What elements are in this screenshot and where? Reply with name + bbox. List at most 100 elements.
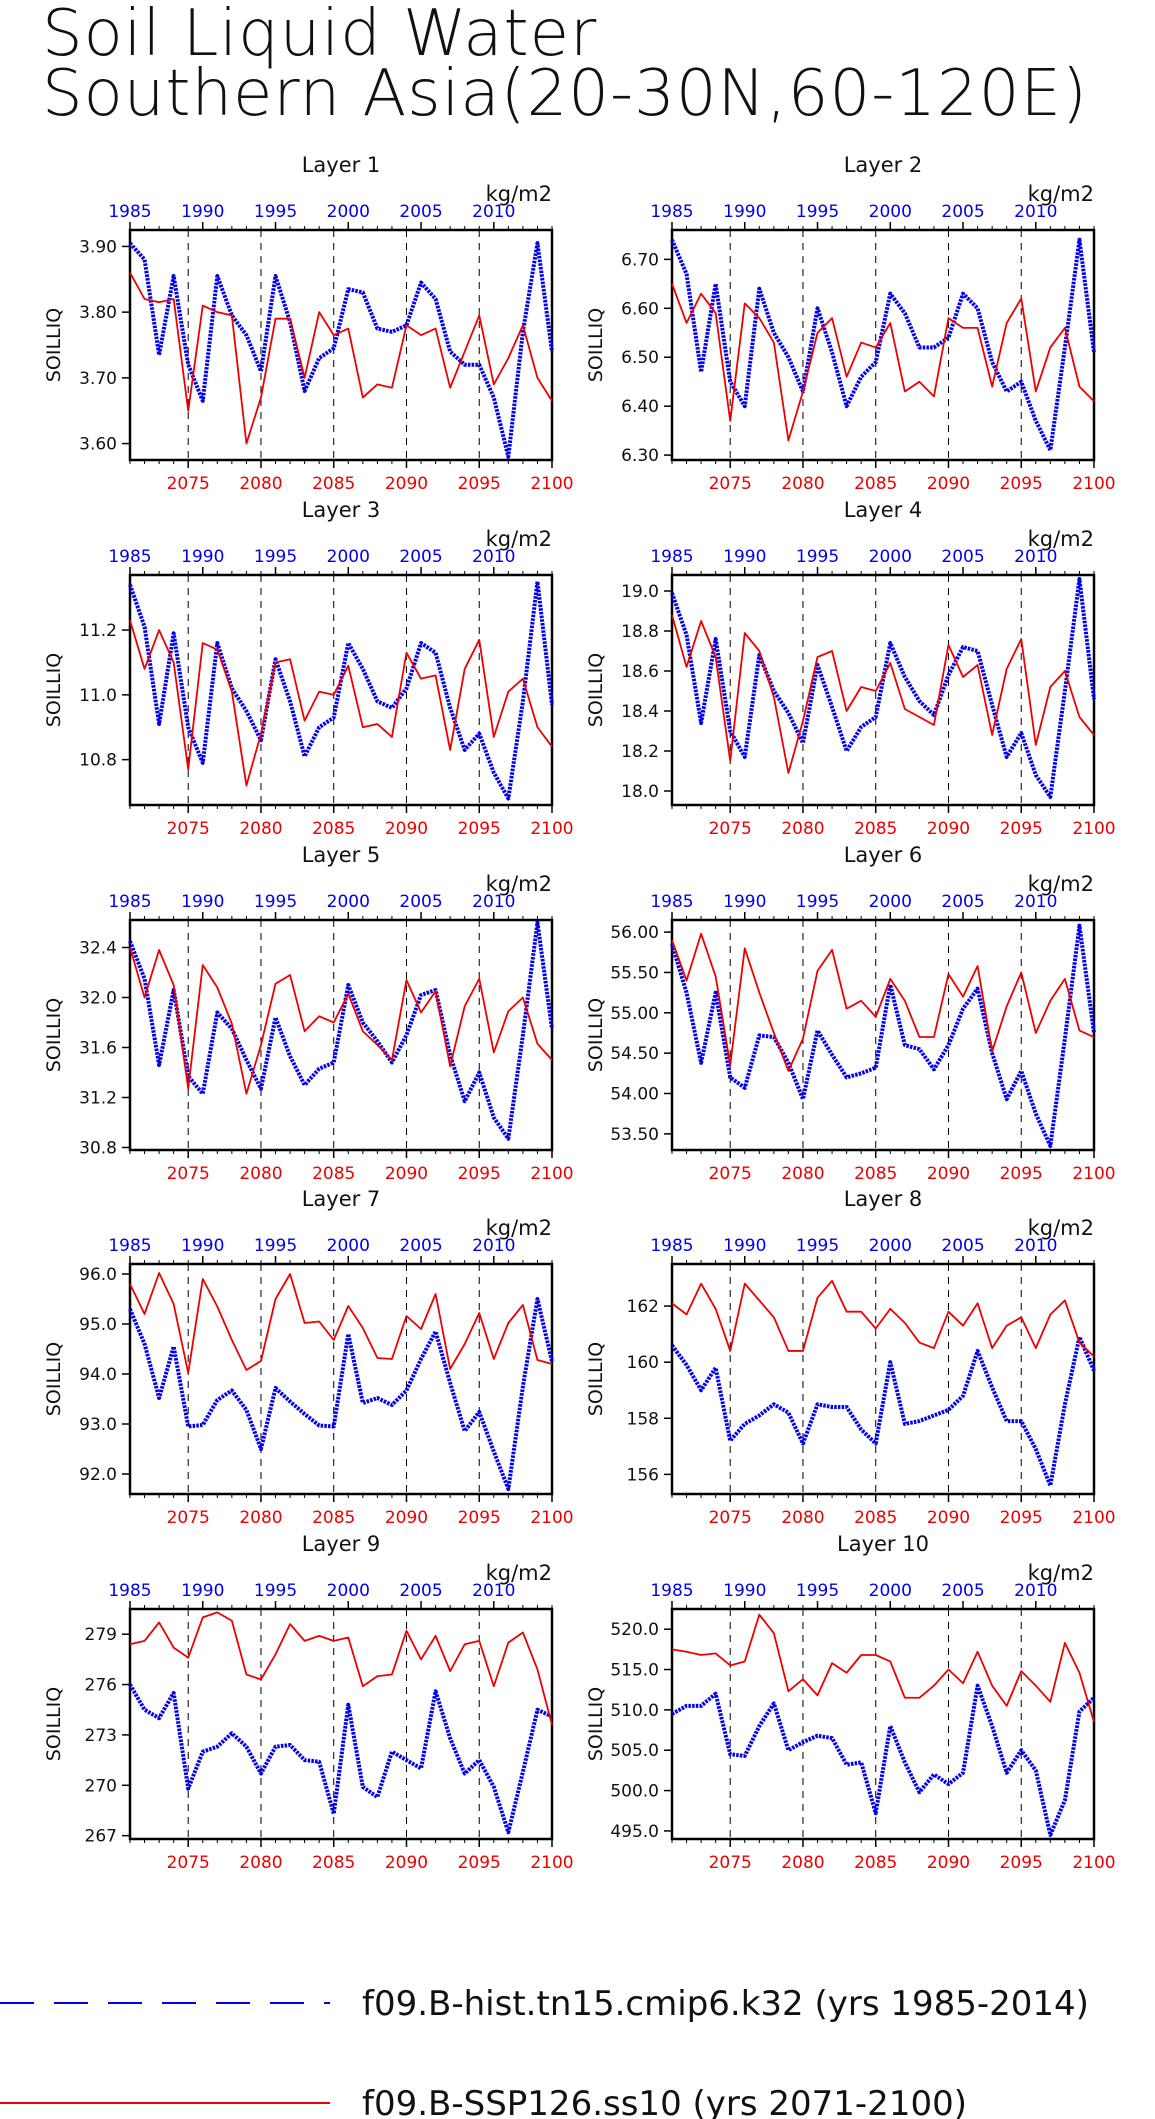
x-tick-label-bottom: 2080 <box>239 1508 282 1528</box>
x-tick-label-bottom: 2095 <box>458 1508 501 1528</box>
x-tick-label-bottom: 2080 <box>781 819 824 839</box>
x-tick-label-top: 2005 <box>941 1236 984 1256</box>
y-axis-label: SOILLIQ <box>585 653 607 727</box>
x-tick-label-bottom: 2075 <box>709 1508 752 1528</box>
panel-title: Layer 6 <box>844 843 923 867</box>
y-tick-label: 18.8 <box>621 622 659 642</box>
panel-layer-9: Layer 9 kg/m2 SOILLIQ 2075 2080 2085 2090 2095 2… <box>43 1532 574 1873</box>
x-tick-label-top: 1990 <box>723 202 766 222</box>
x-tick-label-top: 2010 <box>1014 1236 1057 1256</box>
x-tick-label-top: 1995 <box>254 1581 297 1601</box>
y-tick-label: 95.0 <box>79 1315 117 1335</box>
y-tick-label: 267 <box>85 1827 117 1847</box>
series-line-hist <box>128 241 554 459</box>
y-tick-label: 6.70 <box>621 250 659 270</box>
chart-title-line-2: Southern Asia(20-30N,60-120E) <box>42 57 1088 131</box>
units-label: kg/m2 <box>486 1561 552 1585</box>
x-tick-label-top: 1995 <box>254 892 297 912</box>
x-tick-label-bottom: 2075 <box>709 1164 752 1184</box>
x-tick-label-bottom: 2075 <box>709 819 752 839</box>
plot-frame <box>670 1607 1096 1841</box>
x-tick-label-bottom: 2085 <box>312 819 355 839</box>
x-tick-label-bottom: 2080 <box>239 1164 282 1184</box>
series-line-ssp <box>129 620 553 787</box>
series-line-ssp <box>671 932 1095 1072</box>
y-axis-label: SOILLIQ <box>43 1342 65 1416</box>
x-tick-label-bottom: 2080 <box>781 474 824 494</box>
y-tick-label: 6.40 <box>621 397 659 417</box>
x-tick-label-bottom: 2100 <box>530 819 573 839</box>
y-tick-label: 54.50 <box>610 1044 659 1064</box>
legend: f09.B-hist.tn15.cmip6.k32 (yrs 1985-2014… <box>0 1984 1089 2119</box>
x-tick-label-bottom: 2075 <box>709 1853 752 1873</box>
panel-layer-5: Layer 5 kg/m2 SOILLIQ 2075 2080 2085 2090 2095 2… <box>43 843 574 1184</box>
panel-title: Layer 9 <box>302 1532 381 1556</box>
series-line-ssp <box>129 947 553 1095</box>
x-tick-label-top: 1990 <box>723 892 766 912</box>
panel-layer-7: Layer 7 kg/m2 SOILLIQ 2075 2080 2085 2090 2095 2… <box>43 1187 574 1528</box>
x-tick-label-bottom: 2085 <box>854 1853 897 1873</box>
x-tick-label-top: 2010 <box>1014 1581 1057 1601</box>
panel-title: Layer 3 <box>302 498 381 522</box>
series-line-hist <box>128 1297 554 1491</box>
series-line-hist <box>128 1683 553 1835</box>
x-tick-label-bottom: 2100 <box>1072 1164 1115 1184</box>
y-tick-label: 30.8 <box>79 1139 117 1159</box>
x-tick-label-top: 1985 <box>108 892 151 912</box>
x-tick-label-bottom: 2100 <box>1072 474 1115 494</box>
legend-label-ssp: f09.B-SSP126.ss10 (yrs 2071-2100) <box>362 2084 967 2119</box>
series-line-ssp <box>671 1279 1095 1358</box>
y-tick-label: 94.0 <box>79 1365 117 1385</box>
y-axis-label: SOILLIQ <box>585 1342 607 1416</box>
panel-title: Layer 10 <box>837 1532 929 1556</box>
x-tick-label-top: 2000 <box>869 1236 912 1256</box>
x-tick-label-top: 1995 <box>796 892 839 912</box>
series-line-ssp <box>671 283 1095 442</box>
y-tick-label: 54.00 <box>610 1085 659 1105</box>
x-tick-label-bottom: 2100 <box>530 1164 573 1184</box>
y-tick-label: 500.0 <box>610 1782 659 1802</box>
x-tick-label-top: 2010 <box>472 547 515 567</box>
legend-label-hist: f09.B-hist.tn15.cmip6.k32 (yrs 1985-2014… <box>362 1984 1089 2024</box>
x-tick-label-bottom: 2090 <box>927 819 970 839</box>
y-tick-label: 18.2 <box>621 742 659 762</box>
y-tick-label: 18.0 <box>621 782 659 802</box>
x-tick-label-bottom: 2090 <box>927 474 970 494</box>
x-tick-label-top: 1985 <box>650 892 693 912</box>
y-tick-label: 495.0 <box>610 1822 659 1842</box>
y-tick-label: 279 <box>85 1625 117 1645</box>
y-tick-label: 56.00 <box>610 923 659 943</box>
x-tick-label-top: 2010 <box>1014 202 1057 222</box>
x-tick-label-bottom: 2095 <box>1000 819 1043 839</box>
x-tick-label-bottom: 2075 <box>167 474 210 494</box>
y-tick-label: 162 <box>627 1297 659 1317</box>
x-tick-label-top: 2000 <box>327 547 370 567</box>
x-tick-label-top: 2005 <box>941 1581 984 1601</box>
panel-layer-2: Layer 2 kg/m2 SOILLIQ 2075 2080 2085 2090 2095 2… <box>585 153 1116 494</box>
panel-layer-4: Layer 4 kg/m2 SOILLIQ 2075 2080 2085 2090 2095 2… <box>585 498 1116 839</box>
x-tick-label-bottom: 2090 <box>385 474 428 494</box>
x-tick-label-bottom: 2085 <box>312 474 355 494</box>
y-tick-label: 11.2 <box>79 621 117 641</box>
panel-layer-8: Layer 8 kg/m2 SOILLIQ 2075 2080 2085 2090 2095 2… <box>585 1187 1116 1528</box>
x-tick-label-bottom: 2075 <box>167 1164 210 1184</box>
x-tick-label-top: 1995 <box>796 202 839 222</box>
x-tick-label-bottom: 2090 <box>385 819 428 839</box>
x-tick-label-top: 2000 <box>327 1236 370 1256</box>
x-tick-label-bottom: 2080 <box>239 819 282 839</box>
x-tick-label-top: 2005 <box>941 202 984 222</box>
x-tick-label-top: 1990 <box>181 1581 224 1601</box>
x-tick-label-top: 2000 <box>327 202 370 222</box>
x-tick-label-bottom: 2095 <box>458 474 501 494</box>
x-tick-label-top: 2005 <box>941 547 984 567</box>
x-tick-label-top: 2005 <box>399 547 442 567</box>
x-tick-label-top: 2005 <box>399 202 442 222</box>
x-tick-label-bottom: 2090 <box>927 1164 970 1184</box>
panel-layer-1: Layer 1 kg/m2 SOILLIQ 2075 2080 2085 2090 2095 2… <box>43 153 574 494</box>
x-tick-label-top: 2000 <box>869 202 912 222</box>
x-tick-label-bottom: 2090 <box>385 1164 428 1184</box>
panel-title: Layer 1 <box>302 153 381 177</box>
x-tick-label-bottom: 2085 <box>854 474 897 494</box>
panel-title: Layer 5 <box>302 843 381 867</box>
x-tick-label-top: 1995 <box>254 202 297 222</box>
